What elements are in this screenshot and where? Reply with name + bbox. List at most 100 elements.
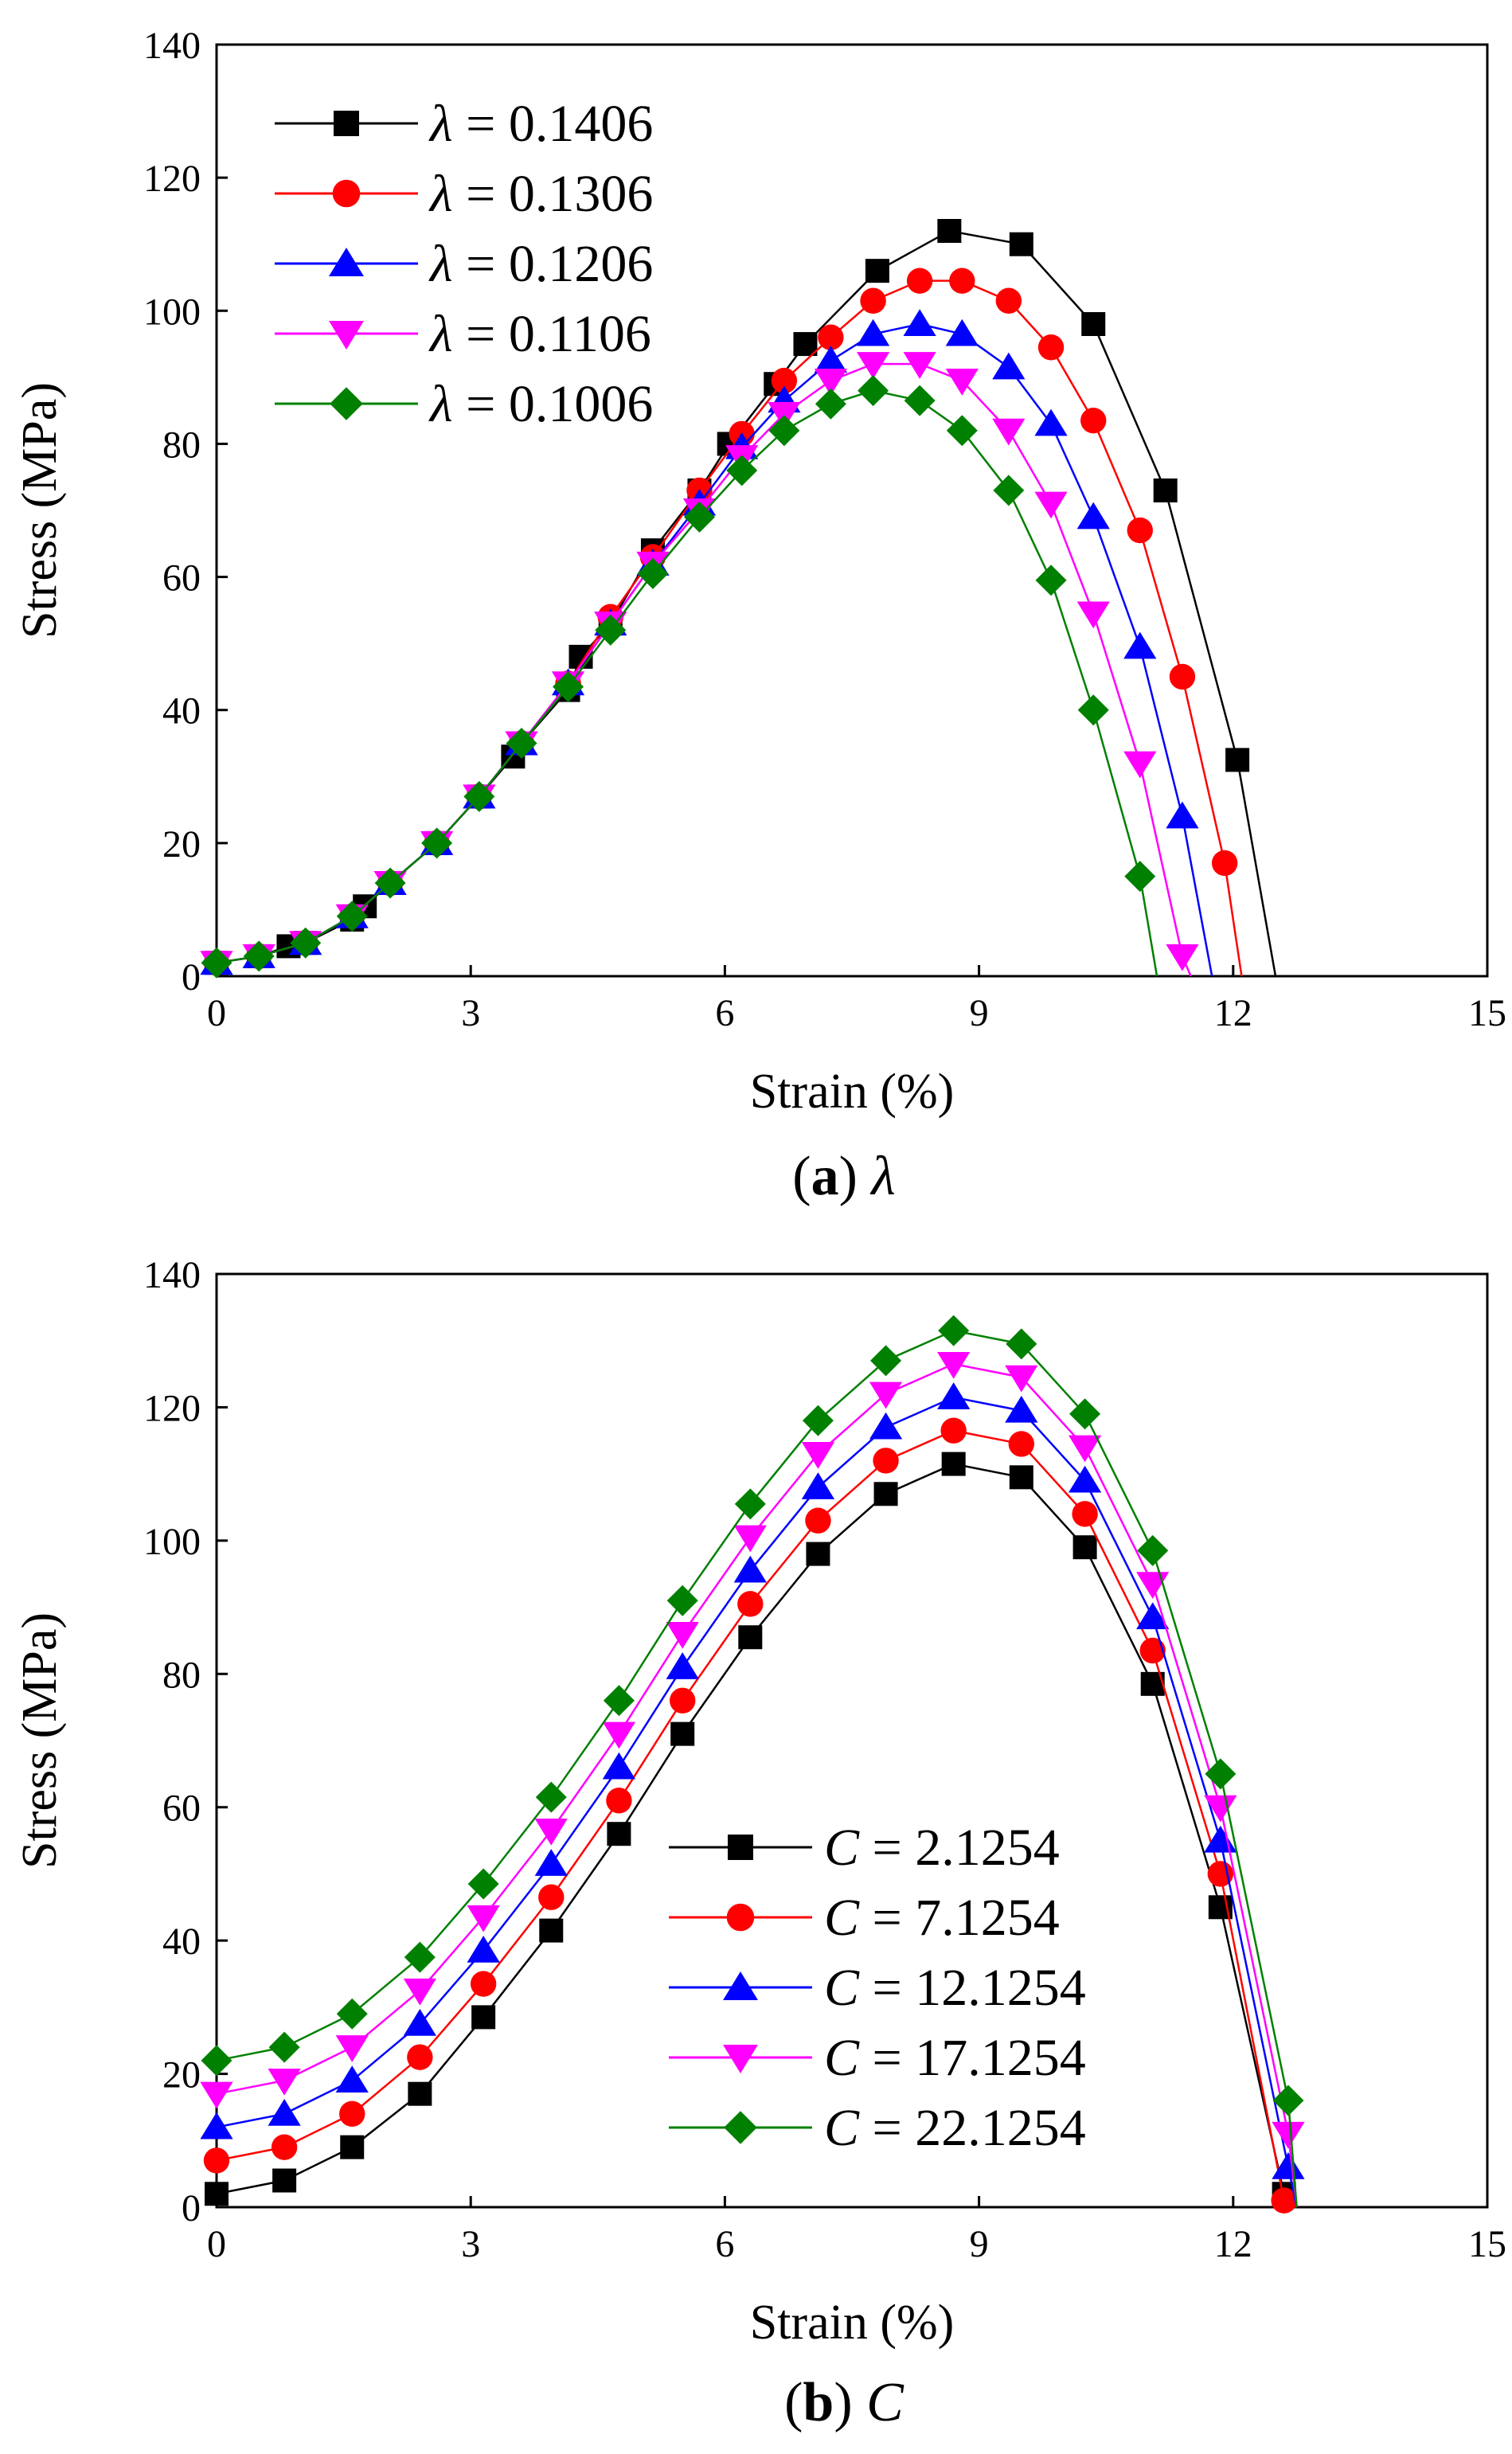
data-point — [421, 827, 453, 859]
data-point — [768, 415, 800, 447]
legend-marker — [332, 179, 361, 208]
series-C-17.1254 — [200, 1352, 1305, 2208]
data-point — [1139, 1637, 1166, 1664]
data-point — [945, 318, 979, 346]
data-point — [553, 670, 584, 702]
data-point — [290, 927, 322, 959]
data-point — [670, 1721, 695, 1746]
data-point — [995, 287, 1022, 314]
data-point — [539, 1918, 564, 1943]
data-point — [733, 1525, 767, 1553]
data-point — [726, 455, 758, 487]
data-point — [906, 268, 933, 294]
data-point — [870, 1345, 902, 1377]
data-point — [805, 1507, 831, 1534]
x-axis-label: Strain (%) — [750, 2296, 955, 2350]
data-point — [937, 1352, 971, 1379]
y-tick-label: 120 — [143, 158, 201, 200]
data-point — [538, 1884, 565, 1910]
panel-caption: (a) λ — [792, 1146, 895, 1207]
data-point — [1076, 601, 1110, 629]
data-point — [336, 1998, 368, 2030]
data-point — [856, 352, 890, 379]
series-λ-0.1006 — [201, 375, 1158, 979]
data-point — [1005, 1395, 1038, 1423]
data-point — [1072, 1501, 1098, 1527]
data-point — [946, 415, 978, 447]
data-point — [670, 1687, 696, 1714]
data-point — [272, 2168, 297, 2193]
data-point — [403, 2009, 436, 2036]
legend-entry: λ = 0.1406 — [428, 95, 653, 153]
data-point — [243, 940, 275, 972]
data-point — [271, 2134, 298, 2160]
data-point — [737, 1591, 764, 1617]
data-point — [903, 309, 936, 336]
series-line — [216, 1362, 1298, 2208]
data-point — [1069, 1398, 1101, 1430]
y-tick-label: 100 — [143, 291, 201, 333]
data-point — [463, 780, 495, 812]
legend-entry: λ = 0.1306 — [428, 165, 653, 223]
data-point — [738, 1625, 763, 1650]
data-point — [814, 346, 848, 373]
data-point — [666, 1652, 699, 1679]
x-tick-label: 15 — [1468, 992, 1506, 1034]
series-λ-0.1306 — [203, 268, 1243, 977]
series-line — [216, 362, 1192, 977]
data-point — [470, 1971, 497, 1997]
x-tick-label: 12 — [1214, 2223, 1252, 2265]
data-point — [802, 1405, 834, 1436]
y-axis-label: Stress (MPa) — [13, 382, 67, 639]
data-point — [1068, 1435, 1102, 1463]
series-line — [216, 279, 1243, 977]
data-point — [1076, 502, 1110, 529]
data-point — [534, 1819, 568, 1846]
legend-entry: C = 12.1254 — [824, 1959, 1086, 2017]
y-tick-label: 40 — [162, 690, 201, 733]
data-point — [937, 1382, 971, 1409]
data-point — [1137, 1534, 1169, 1566]
data-point — [860, 287, 886, 314]
data-point — [1037, 334, 1065, 361]
series-line — [216, 389, 1158, 977]
data-point — [865, 259, 889, 283]
data-point — [801, 1442, 835, 1469]
series-line — [216, 229, 1277, 977]
x-tick-label: 15 — [1468, 2223, 1506, 2265]
data-point — [340, 2135, 365, 2159]
y-tick-label: 80 — [162, 1654, 201, 1696]
legend-marker — [330, 387, 363, 420]
data-point — [595, 614, 627, 646]
y-tick-label: 60 — [162, 557, 201, 600]
x-tick-label: 0 — [207, 2223, 226, 2265]
data-point — [1072, 1535, 1097, 1560]
y-tick-label: 120 — [143, 1387, 201, 1429]
data-point — [607, 1822, 631, 1846]
plot-frame — [215, 1272, 1489, 2209]
data-point — [534, 1849, 568, 1876]
data-point — [945, 369, 979, 396]
data-point — [407, 2044, 433, 2070]
data-point — [374, 867, 406, 899]
legend: λ = 0.1406 λ = 0.1306 λ = 0.1206 λ = 0.1106… — [275, 95, 653, 433]
y-tick-label: 60 — [162, 1788, 201, 1830]
data-point — [408, 2081, 432, 2106]
series-C-7.1254 — [203, 1417, 1298, 2214]
x-tick-label: 3 — [461, 2223, 480, 2265]
plot-frame — [215, 43, 1489, 978]
data-point — [666, 1585, 698, 1616]
data-point — [1225, 748, 1250, 772]
y-tick-label: 100 — [143, 1521, 201, 1563]
data-point — [1080, 407, 1107, 434]
data-point — [771, 367, 798, 394]
legend-marker — [334, 111, 359, 136]
series-line — [216, 1429, 1298, 2209]
panel-caption: (b) C — [784, 2372, 904, 2433]
data-point — [1166, 801, 1199, 829]
data-point — [1034, 491, 1068, 519]
data-point — [335, 2065, 369, 2093]
data-point — [205, 2182, 229, 2206]
x-tick-label: 6 — [715, 992, 734, 1034]
